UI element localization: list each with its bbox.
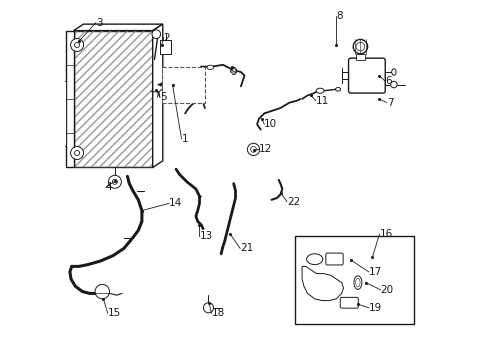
Text: 19: 19 <box>368 303 381 313</box>
Bar <box>162 67 204 103</box>
Text: 6: 6 <box>384 76 391 86</box>
Ellipse shape <box>230 69 237 73</box>
Circle shape <box>203 303 213 313</box>
FancyBboxPatch shape <box>340 297 358 308</box>
Text: 15: 15 <box>107 308 121 318</box>
Text: 13: 13 <box>199 231 212 241</box>
Polygon shape <box>73 24 163 31</box>
Bar <box>160 40 171 54</box>
Text: 16: 16 <box>379 229 392 239</box>
Text: 2: 2 <box>163 33 170 43</box>
Polygon shape <box>302 266 343 301</box>
Ellipse shape <box>335 87 340 91</box>
Text: 7: 7 <box>386 98 392 108</box>
FancyBboxPatch shape <box>348 58 385 93</box>
Circle shape <box>70 39 83 51</box>
Text: 11: 11 <box>315 96 328 106</box>
Circle shape <box>355 42 364 51</box>
Circle shape <box>250 147 256 152</box>
Circle shape <box>95 284 109 299</box>
Circle shape <box>152 30 160 39</box>
Text: 5: 5 <box>160 92 166 102</box>
Text: 17: 17 <box>368 267 381 277</box>
Ellipse shape <box>391 69 395 75</box>
Ellipse shape <box>306 254 322 265</box>
Bar <box>294 236 413 324</box>
Circle shape <box>352 40 367 54</box>
Text: 3: 3 <box>96 18 102 28</box>
Text: 21: 21 <box>240 243 253 253</box>
Text: 9: 9 <box>230 67 237 77</box>
Text: 14: 14 <box>168 198 182 208</box>
Ellipse shape <box>206 65 213 69</box>
FancyBboxPatch shape <box>325 253 343 265</box>
Circle shape <box>247 143 259 156</box>
Ellipse shape <box>353 276 361 289</box>
Circle shape <box>112 179 117 184</box>
Text: 4: 4 <box>106 182 112 192</box>
Polygon shape <box>59 81 65 146</box>
Polygon shape <box>73 31 152 167</box>
Text: 22: 22 <box>286 197 300 207</box>
Text: 12: 12 <box>258 144 272 154</box>
Text: 8: 8 <box>336 11 342 21</box>
Text: 18: 18 <box>211 308 224 318</box>
Circle shape <box>390 81 396 88</box>
Text: 20: 20 <box>380 285 393 295</box>
Ellipse shape <box>316 88 324 93</box>
Circle shape <box>75 42 80 48</box>
Text: 1: 1 <box>181 134 188 144</box>
Ellipse shape <box>355 278 359 287</box>
Circle shape <box>108 175 121 188</box>
Bar <box>355 54 365 60</box>
Polygon shape <box>65 31 73 167</box>
Text: 10: 10 <box>264 119 277 129</box>
Circle shape <box>75 150 80 156</box>
Circle shape <box>70 147 83 159</box>
Polygon shape <box>152 24 163 167</box>
